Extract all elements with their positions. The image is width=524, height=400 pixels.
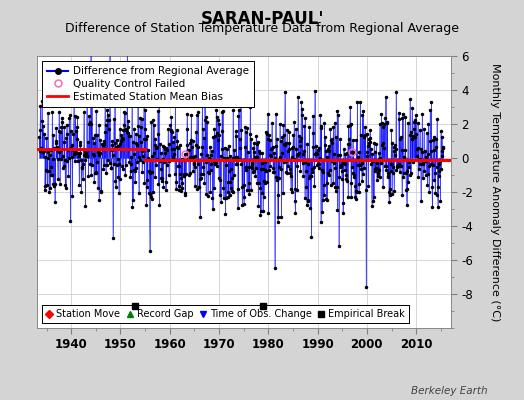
Y-axis label: Monthly Temperature Anomaly Difference (°C): Monthly Temperature Anomaly Difference (… — [489, 63, 499, 321]
Text: Difference of Station Temperature Data from Regional Average: Difference of Station Temperature Data f… — [65, 22, 459, 35]
Text: SARAN-PAUL': SARAN-PAUL' — [200, 10, 324, 28]
Text: Berkeley Earth: Berkeley Earth — [411, 386, 487, 396]
Legend: Station Move, Record Gap, Time of Obs. Change, Empirical Break: Station Move, Record Gap, Time of Obs. C… — [41, 305, 409, 323]
